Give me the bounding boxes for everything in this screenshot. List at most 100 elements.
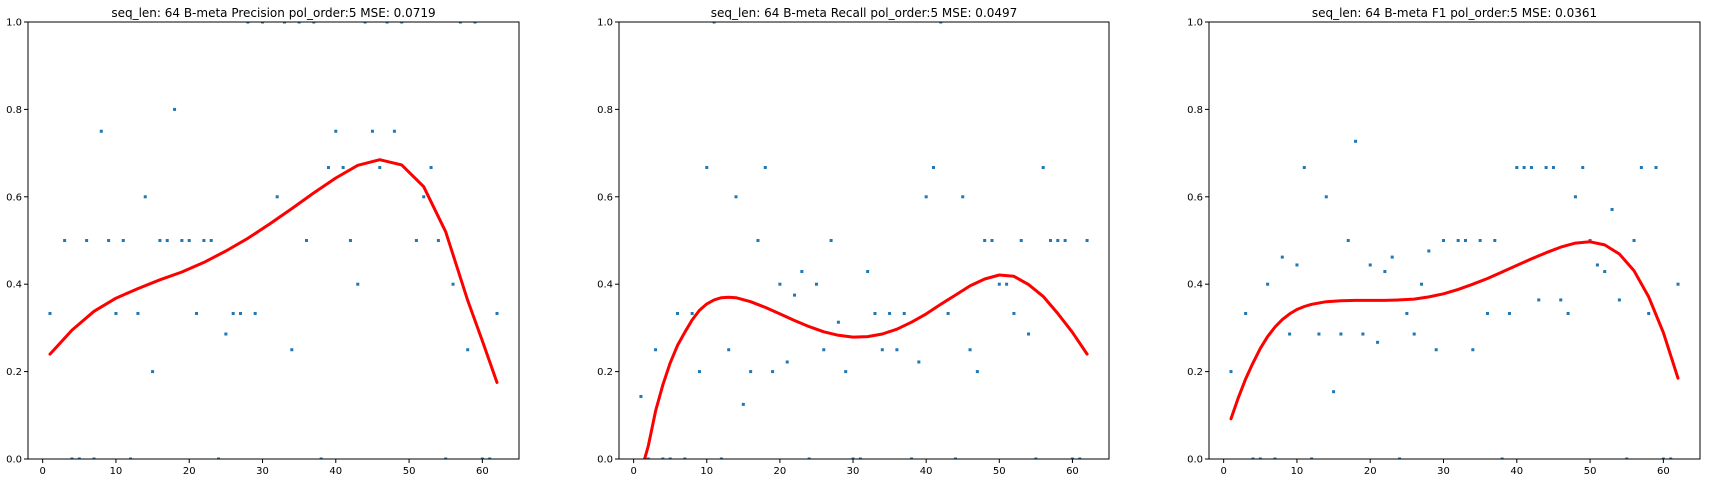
- y-tick-label-f1: 1.0: [1187, 18, 1203, 29]
- data-point-precision: [326, 166, 330, 170]
- y-tick-label-recall: 0.8: [597, 105, 613, 116]
- data-point-f1: [1317, 332, 1321, 336]
- data-point-recall: [902, 311, 906, 315]
- data-point-precision: [370, 129, 374, 133]
- data-point-f1: [1280, 255, 1284, 259]
- x-tick-label-recall: 40: [920, 466, 933, 477]
- data-point-f1: [1603, 270, 1607, 274]
- y-tick-label-recall: 0.0: [597, 455, 613, 466]
- data-point-recall: [654, 348, 658, 352]
- data-point-f1: [1537, 298, 1541, 302]
- data-point-recall: [727, 348, 731, 352]
- data-point-precision: [319, 457, 323, 459]
- data-point-precision: [348, 239, 352, 242]
- data-point-f1: [1639, 166, 1643, 170]
- data-point-recall: [793, 293, 797, 297]
- fit-curve-recall: [643, 273, 1089, 459]
- data-point-recall: [1085, 239, 1089, 242]
- data-point-recall: [1005, 282, 1009, 286]
- data-point-recall: [836, 320, 840, 324]
- data-point-precision: [165, 239, 169, 242]
- plot-frame-precision: [27, 21, 520, 460]
- data-point-precision: [297, 22, 301, 24]
- data-point-recall: [1012, 311, 1016, 315]
- y-tick-label-recall: 1.0: [597, 18, 613, 29]
- data-point-recall: [1063, 239, 1067, 242]
- data-point-recall: [924, 195, 928, 199]
- data-point-recall: [814, 282, 818, 286]
- data-point-f1: [1471, 348, 1475, 352]
- data-point-precision: [312, 22, 316, 24]
- data-point-recall: [1034, 457, 1038, 459]
- data-point-recall: [749, 370, 753, 374]
- y-tick-label-recall: 0.2: [597, 367, 613, 378]
- data-point-precision: [480, 457, 484, 459]
- data-point-precision: [209, 239, 213, 242]
- data-point-precision: [422, 195, 426, 199]
- y-tick-label-precision: 0.8: [6, 105, 22, 116]
- data-point-f1: [1390, 255, 1394, 259]
- data-point-precision: [458, 22, 462, 24]
- data-point-precision: [224, 332, 228, 336]
- x-tick-label-recall: 60: [1066, 466, 1079, 477]
- data-point-f1: [1251, 457, 1255, 459]
- data-point-precision: [334, 129, 338, 133]
- data-point-precision: [282, 22, 286, 24]
- data-point-recall: [975, 370, 979, 374]
- data-point-recall: [778, 282, 782, 286]
- data-point-recall: [661, 457, 665, 459]
- data-point-recall: [873, 311, 877, 315]
- data-point-f1: [1617, 298, 1621, 302]
- data-point-f1: [1647, 311, 1651, 315]
- data-point-f1: [1654, 166, 1658, 170]
- data-point-recall: [1027, 332, 1031, 336]
- data-point-recall: [844, 370, 848, 374]
- data-point-precision: [195, 311, 199, 315]
- data-point-recall: [697, 370, 701, 374]
- data-point-precision: [363, 22, 367, 24]
- data-point-precision: [70, 457, 74, 459]
- data-point-f1: [1632, 239, 1636, 242]
- data-point-f1: [1229, 370, 1233, 374]
- x-tick-label-precision: 0: [39, 466, 45, 477]
- data-point-precision: [231, 311, 235, 315]
- data-point-f1: [1676, 282, 1680, 286]
- data-point-f1: [1529, 166, 1533, 170]
- data-point-f1: [1507, 311, 1511, 315]
- data-point-f1: [1493, 239, 1497, 242]
- x-tick-label-f1: 50: [1584, 466, 1597, 477]
- x-tick-label-precision: 20: [183, 466, 196, 477]
- data-point-recall: [646, 457, 650, 459]
- data-point-precision: [400, 22, 404, 24]
- data-point-f1: [1551, 166, 1555, 170]
- data-point-precision: [429, 166, 433, 170]
- data-point-recall: [690, 311, 694, 315]
- y-tick-label-precision: 0.0: [6, 455, 22, 466]
- y-tick-label-precision: 0.4: [6, 280, 22, 291]
- data-point-f1: [1581, 166, 1585, 170]
- chart-title-f1: seq_len: 64 B-meta F1 pol_order:5 MSE: 0…: [1312, 6, 1597, 20]
- y-tick-label-recall: 0.4: [597, 280, 613, 291]
- data-point-recall: [880, 348, 884, 352]
- data-point-recall: [705, 166, 709, 170]
- data-point-recall: [866, 270, 870, 274]
- data-point-f1: [1595, 263, 1599, 267]
- data-point-f1: [1302, 166, 1306, 170]
- y-tick-label-f1: 0.8: [1187, 105, 1203, 116]
- data-point-precision: [173, 107, 177, 111]
- chart-panel-precision: seq_len: 64 B-meta Precision pol_order:5…: [6, 6, 520, 477]
- data-point-recall: [668, 457, 672, 459]
- data-point-f1: [1258, 457, 1262, 459]
- data-point-f1: [1354, 139, 1358, 143]
- data-point-recall: [719, 457, 723, 459]
- data-point-recall: [917, 360, 921, 364]
- data-point-f1: [1463, 239, 1467, 242]
- x-tick-label-f1: 0: [1220, 466, 1226, 477]
- data-point-recall: [968, 348, 972, 352]
- data-point-recall: [683, 457, 687, 459]
- data-point-f1: [1559, 298, 1563, 302]
- x-tick-label-recall: 30: [847, 466, 860, 477]
- data-point-recall: [946, 311, 950, 315]
- data-point-f1: [1434, 348, 1438, 352]
